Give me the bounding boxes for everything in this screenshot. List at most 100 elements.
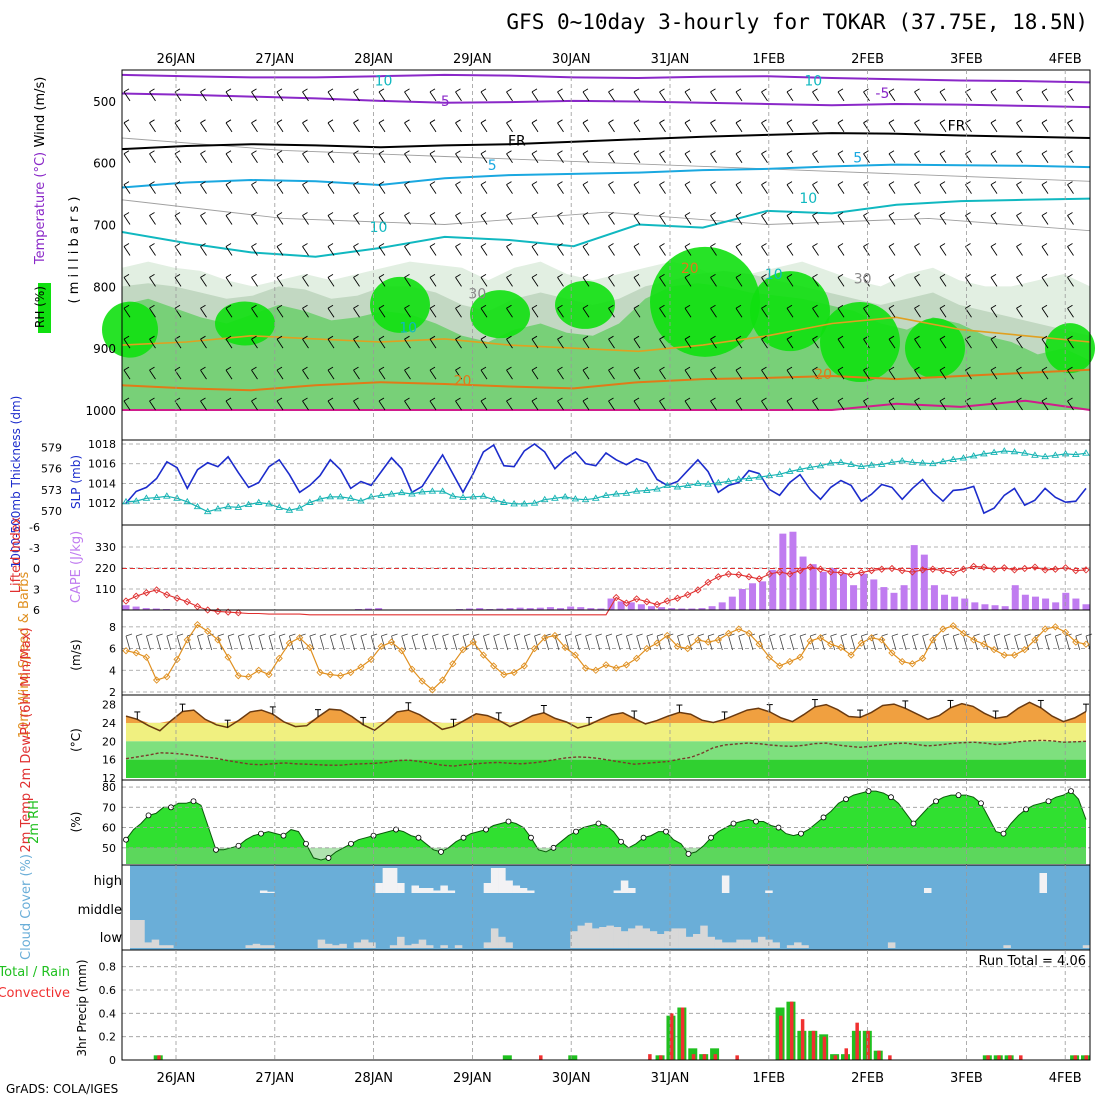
surface-wind-barb <box>779 635 785 651</box>
temp-line <box>125 701 1087 732</box>
wind-barb-flag <box>812 88 818 93</box>
wind-barb-flag <box>123 212 130 216</box>
thickness-point <box>939 457 947 465</box>
wind-barb-flag <box>251 150 257 155</box>
cape-bar <box>839 573 847 610</box>
thickness-axis-label: 1000-500mb Thickness (dm) <box>9 396 23 569</box>
wind-barb-flag <box>225 181 232 186</box>
wind-barb <box>582 91 590 102</box>
temp-tick-label: 20 <box>102 735 116 748</box>
wind-barb <box>429 91 437 102</box>
thickness-point <box>1041 452 1049 460</box>
wind-barb-flag <box>735 335 742 340</box>
cloud-low-bar <box>144 942 152 948</box>
rh-point <box>933 798 939 805</box>
lifted-index-point <box>173 594 181 602</box>
surface-wind-barb-flag <box>370 633 378 637</box>
wind-barb <box>302 277 309 287</box>
date-label-bottom: 27JAN <box>255 1071 294 1086</box>
wind-barb-flag <box>455 212 461 216</box>
thickness-point <box>694 479 702 486</box>
thickness-tick-label: 576 <box>41 463 62 476</box>
surface-wind-barb <box>401 635 407 651</box>
rh2m-axis-label: 2m RH <box>27 800 42 844</box>
temp-contour-5 <box>121 163 1091 189</box>
thickness-point <box>132 497 141 504</box>
wind-barb <box>455 277 462 287</box>
wind-tick-label: 4 <box>109 664 116 677</box>
cape-bar <box>789 531 797 610</box>
wind-speed-point <box>214 636 222 644</box>
cape-bar <box>900 585 908 610</box>
precip-convective-bar <box>779 1015 783 1060</box>
wind-barb <box>404 338 411 349</box>
wind-barb-flag <box>506 150 512 155</box>
wind-barb <box>761 184 768 194</box>
wind-barb-flag <box>633 119 640 124</box>
contour-label: FR <box>948 119 966 135</box>
wind-barb-flag <box>225 397 232 402</box>
wind-barb <box>633 184 641 194</box>
wind-barb <box>888 215 896 225</box>
wind-speed-point <box>479 651 488 659</box>
wind-barb-flag <box>914 181 920 186</box>
cape-bar <box>516 607 524 610</box>
wind-barb <box>200 277 207 287</box>
surface-wind-barb-flag <box>718 633 725 637</box>
wind-barb-flag <box>327 212 334 216</box>
wind-barb <box>786 184 794 194</box>
wind-barb <box>659 246 666 256</box>
wind-barb <box>557 338 564 349</box>
cloud-low-bar <box>151 939 160 948</box>
cloud-high-bar <box>411 885 420 893</box>
surface-wind-barb-flag <box>452 633 459 637</box>
rh-high-area <box>650 246 760 357</box>
wind-barb <box>608 400 615 411</box>
wind-speed-point <box>990 646 998 654</box>
wind-barb <box>378 215 386 225</box>
surface-wind-barb-flag <box>881 633 888 637</box>
surface-wind-barb-flag <box>238 633 245 637</box>
wind-barb-flag <box>990 366 997 371</box>
wind-barb <box>276 308 284 318</box>
wind-speed-point <box>377 642 385 651</box>
rh-high-area <box>905 318 965 379</box>
wind-barb <box>990 122 998 133</box>
thickness-point <box>193 502 202 510</box>
wind-barb-flag <box>608 243 614 247</box>
thickness-point <box>244 500 253 508</box>
wind-barb-flag <box>608 335 614 340</box>
surface-wind-barb <box>973 635 979 651</box>
wind-barb-flag <box>863 397 869 402</box>
wind-barb <box>353 215 360 225</box>
wind-barb-flag <box>633 243 640 247</box>
thickness-tick-label: 579 <box>41 442 62 455</box>
wind-barb-flag <box>404 88 410 93</box>
surface-wind-barb <box>595 635 601 651</box>
wind-barb <box>786 215 794 225</box>
pressure-tick-label: 800 <box>93 280 116 294</box>
date-label-top: 26JAN <box>157 52 196 67</box>
wind-speed-point <box>684 644 692 653</box>
wind-barb <box>710 215 717 225</box>
wind-speed-point <box>622 661 631 669</box>
cloud-high-bar <box>440 885 448 893</box>
wind-barb-flag <box>302 366 308 371</box>
wind-barb-flag <box>659 119 665 124</box>
cape-bar <box>728 596 736 610</box>
wind-barb <box>123 277 131 287</box>
wind-barb <box>735 153 743 163</box>
thickness-point <box>990 448 998 455</box>
wind-barb-flag <box>174 366 181 371</box>
wind-barb <box>327 122 335 133</box>
wind-barb-flag <box>404 212 410 216</box>
cloud-low-bar <box>137 920 145 948</box>
wind-barb <box>225 184 233 194</box>
wind-barb-flag <box>1067 366 1073 371</box>
wind-barb-flag <box>557 366 563 371</box>
wind-barb <box>837 308 845 318</box>
wind-barb-flag <box>1067 273 1073 278</box>
wind-speed-point <box>244 673 253 681</box>
wind-barb <box>404 91 411 102</box>
cloud-low-bar <box>801 945 809 948</box>
